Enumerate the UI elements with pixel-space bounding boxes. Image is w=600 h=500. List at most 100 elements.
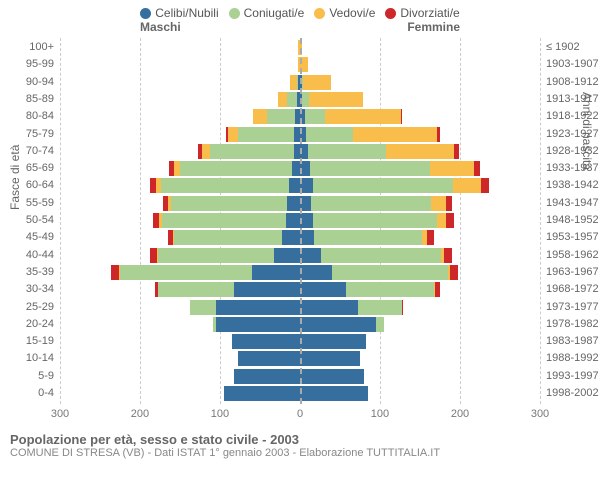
year-label: 1968-1972 (540, 282, 600, 297)
legend-swatch (140, 8, 151, 19)
bar-segment (358, 300, 402, 315)
age-label: 10-14 (2, 351, 60, 366)
age-label: 20-24 (2, 317, 60, 332)
year-label: 1933-1937 (540, 161, 600, 176)
age-label: 45-49 (2, 230, 60, 245)
age-label: 95-99 (2, 57, 60, 72)
year-label: 1923-1927 (540, 127, 600, 142)
bar-segment (234, 369, 300, 384)
age-label: 5-9 (2, 369, 60, 384)
bar-segment (446, 196, 452, 211)
chart-container: Celibi/NubiliConiugati/eVedovi/eDivorzia… (0, 0, 600, 500)
bar-male (213, 317, 300, 332)
year-label: 1943-1947 (540, 196, 600, 211)
bar-female (300, 144, 459, 159)
bar-segment (210, 144, 294, 159)
bar-female (300, 317, 384, 332)
year-label: 1993-1997 (540, 369, 600, 384)
x-tick: 100 (371, 408, 389, 420)
bar-segment (300, 265, 332, 280)
bar-segment (300, 334, 366, 349)
bar-segment (300, 369, 364, 384)
legend-swatch (229, 8, 240, 19)
legend: Celibi/NubiliConiugati/eVedovi/eDivorzia… (0, 0, 600, 20)
bar-segment (446, 213, 454, 228)
year-label: 1978-1982 (540, 317, 600, 332)
x-tick: 200 (451, 408, 469, 420)
bar-segment (300, 248, 321, 263)
bar-segment (216, 317, 300, 332)
bar-segment (314, 230, 422, 245)
bar-segment (158, 248, 274, 263)
bar-male (224, 386, 300, 401)
bar-segment (437, 213, 447, 228)
bar-segment (430, 161, 474, 176)
age-label: 60-64 (2, 178, 60, 193)
x-tick: 100 (211, 408, 229, 420)
bar-male (253, 109, 300, 124)
bar-segment (309, 92, 363, 107)
legend-item: Divorziati/e (385, 6, 459, 20)
bar-male (163, 196, 300, 211)
year-label: 1903-1907 (540, 57, 600, 72)
bar-segment (120, 265, 252, 280)
bar-male (155, 282, 300, 297)
bar-female (300, 282, 440, 297)
bar-male (190, 300, 300, 315)
bar-male (150, 248, 300, 263)
bar-segment (180, 161, 292, 176)
bar-male (232, 334, 300, 349)
bar-female (300, 334, 366, 349)
bar-segment (274, 248, 300, 263)
bar-female (300, 109, 402, 124)
bar-female (300, 196, 452, 211)
x-tick: 200 (131, 408, 149, 420)
legend-item: Celibi/Nubili (140, 6, 218, 20)
bar-female (300, 178, 489, 193)
bar-segment (321, 248, 441, 263)
bar-male (290, 75, 300, 90)
year-label: 1918-1922 (540, 109, 600, 124)
bar-segment (234, 282, 300, 297)
year-label: 1928-1932 (540, 144, 600, 159)
bar-female (300, 127, 440, 142)
bar-male (150, 178, 300, 193)
bar-segment (190, 300, 216, 315)
label-male: Maschi (140, 20, 181, 34)
bar-segment (238, 351, 300, 366)
bar-segment (232, 334, 300, 349)
bar-segment (224, 386, 300, 401)
bar-female (300, 369, 364, 384)
year-label: 1998-2002 (540, 386, 600, 401)
legend-label: Divorziati/e (400, 6, 459, 20)
bar-segment (353, 127, 437, 142)
year-label: 1988-1992 (540, 351, 600, 366)
bar-segment (431, 196, 445, 211)
bar-segment (292, 161, 300, 176)
bar-segment (253, 109, 267, 124)
legend-swatch (385, 8, 396, 19)
age-label: 0-4 (2, 386, 60, 401)
age-label: 15-19 (2, 334, 60, 349)
year-label: 1908-1912 (540, 75, 600, 90)
age-label: 100+ (2, 40, 60, 55)
bar-female (300, 300, 403, 315)
bar-segment (325, 109, 401, 124)
footer-title: Popolazione per età, sesso e stato civil… (10, 432, 590, 447)
bar-segment (346, 282, 434, 297)
footer-sub: COMUNE DI STRESA (VB) - Dati ISTAT 1° ge… (10, 447, 590, 459)
bar-segment (202, 144, 210, 159)
bar-segment (287, 196, 300, 211)
label-female: Femmine (407, 20, 460, 34)
gender-labels: Maschi Femmine (0, 20, 600, 38)
age-label: 70-74 (2, 144, 60, 159)
x-axis: 3002001000100200300 (60, 404, 540, 428)
bar-male (226, 127, 300, 142)
bar-segment (282, 230, 300, 245)
bar-segment (278, 92, 288, 107)
age-label: 55-59 (2, 196, 60, 211)
bar-segment (313, 213, 437, 228)
bar-segment (287, 92, 297, 107)
bar-male (153, 213, 300, 228)
chart-area: 100+≤ 190295-991903-190790-941908-191285… (60, 38, 540, 428)
